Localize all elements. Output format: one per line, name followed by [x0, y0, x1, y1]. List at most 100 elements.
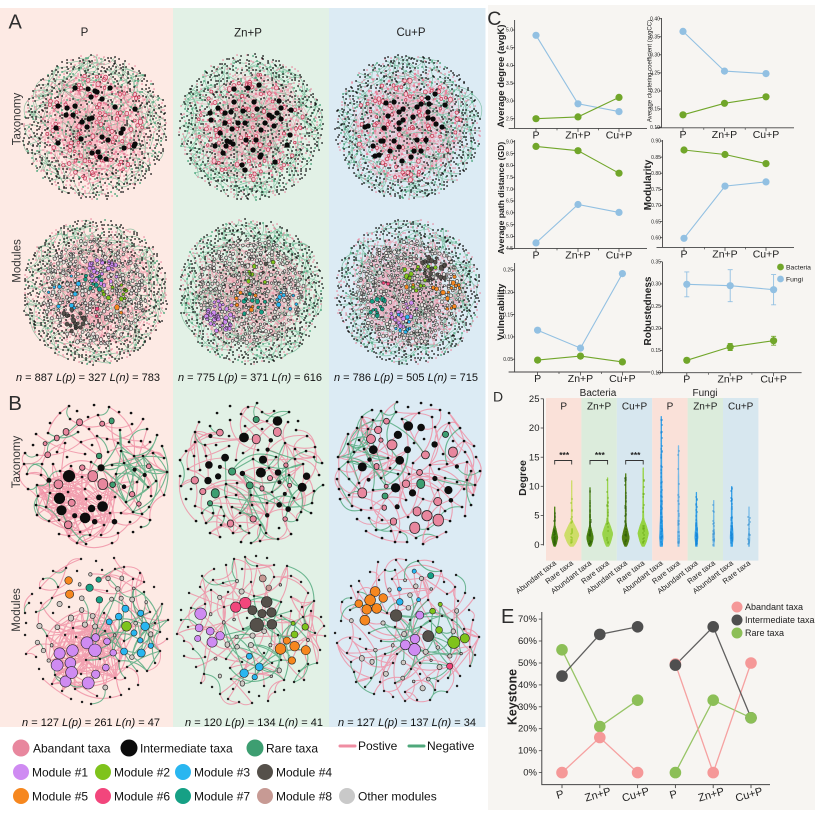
svg-text:P: P: [532, 249, 539, 261]
svg-text:Average path distance (GD): Average path distance (GD): [496, 142, 506, 255]
svg-text:Abandant taxa: Abandant taxa: [33, 742, 111, 756]
svg-text:0.10: 0.10: [651, 370, 661, 376]
svg-text:25: 25: [529, 394, 540, 405]
svg-text:70%: 70%: [518, 614, 538, 625]
svg-text:0.10: 0.10: [650, 125, 660, 131]
svg-text:0: 0: [534, 540, 539, 551]
svg-text:Bacteria: Bacteria: [786, 265, 811, 272]
svg-text:Cu+P: Cu+P: [728, 402, 754, 413]
svg-text:P: P: [555, 788, 565, 802]
svg-text:Fungi: Fungi: [786, 277, 803, 284]
svg-text:2.5: 2.5: [506, 116, 513, 122]
svg-text:7.5: 7.5: [506, 175, 513, 181]
svg-text:7.0: 7.0: [506, 187, 513, 193]
svg-text:Module #4: Module #4: [276, 766, 332, 780]
svg-text:0.25: 0.25: [650, 71, 660, 77]
svg-text:9.0: 9.0: [506, 139, 513, 145]
svg-text:5.5: 5.5: [506, 222, 513, 228]
svg-text:Abandant taxa: Abandant taxa: [745, 602, 803, 612]
svg-text:A: A: [9, 12, 23, 34]
svg-text:0.10: 0.10: [503, 335, 513, 341]
svg-text:3.0: 3.0: [506, 99, 513, 105]
svg-text:Fungi: Fungi: [692, 388, 717, 399]
svg-text:0.20: 0.20: [650, 89, 660, 95]
svg-text:4.5: 4.5: [506, 45, 513, 51]
svg-text:0.20: 0.20: [651, 326, 661, 332]
svg-text:n = 127 L(p) = 261 L(n) = 47: n = 127 L(p) = 261 L(n) = 47: [22, 717, 160, 729]
svg-text:6.0: 6.0: [506, 211, 513, 217]
svg-text:Zn+P: Zn+P: [234, 28, 262, 40]
svg-text:Module #3: Module #3: [194, 766, 250, 780]
svg-text:P: P: [534, 373, 541, 385]
svg-text:Rare taxa: Rare taxa: [745, 628, 784, 638]
svg-text:n = 775 L(p) = 371 L(n) = 616: n = 775 L(p) = 371 L(n) = 616: [178, 372, 322, 384]
svg-text:Zn+P: Zn+P: [718, 374, 743, 386]
svg-text:Negative: Negative: [427, 739, 475, 753]
svg-text:Modules: Modules: [11, 588, 23, 632]
svg-text:Cu+P: Cu+P: [606, 249, 633, 261]
svg-text:0.75: 0.75: [651, 187, 661, 193]
svg-text:50%: 50%: [518, 658, 538, 669]
svg-text:0.15: 0.15: [503, 312, 513, 318]
svg-text:P: P: [668, 788, 678, 802]
svg-text:5.0: 5.0: [506, 234, 513, 240]
svg-text:0.80: 0.80: [651, 171, 661, 177]
svg-text:Zn+P: Zn+P: [568, 373, 593, 385]
svg-text:Bacteria: Bacteria: [580, 388, 617, 399]
svg-text:Intermediate taxa: Intermediate taxa: [140, 742, 233, 756]
svg-text:0.25: 0.25: [503, 268, 513, 274]
svg-text:5.0: 5.0: [506, 28, 513, 34]
svg-text:n = 127 L(p) = 137 L(n) = 34: n = 127 L(p) = 137 L(n) = 34: [338, 717, 476, 729]
svg-text:P: P: [532, 129, 539, 141]
svg-text:Module #7: Module #7: [194, 790, 250, 804]
svg-text:P: P: [560, 402, 567, 413]
svg-text:10: 10: [529, 482, 540, 493]
svg-text:Cu+P: Cu+P: [396, 27, 425, 39]
svg-text:0%: 0%: [523, 768, 537, 779]
svg-text:Postive: Postive: [358, 739, 398, 753]
svg-text:0.30: 0.30: [650, 53, 660, 59]
svg-text:15: 15: [529, 452, 540, 463]
svg-text:E: E: [501, 606, 514, 628]
svg-text:Cu+P: Cu+P: [753, 129, 780, 141]
svg-text:6.5: 6.5: [506, 199, 513, 205]
svg-text:0.15: 0.15: [650, 107, 660, 113]
svg-text:***: ***: [631, 450, 642, 460]
svg-text:0.35: 0.35: [651, 259, 661, 265]
svg-text:P: P: [679, 129, 686, 141]
svg-text:20: 20: [529, 423, 540, 434]
svg-text:4.5: 4.5: [506, 246, 513, 252]
svg-text:Zn+P: Zn+P: [693, 402, 718, 413]
svg-text:Module #2: Module #2: [114, 766, 170, 780]
svg-text:Modularity: Modularity: [643, 159, 654, 210]
svg-text:0.35: 0.35: [650, 35, 660, 41]
svg-text:Cu+P: Cu+P: [606, 129, 633, 141]
svg-text:Zn+P: Zn+P: [565, 249, 590, 261]
svg-text:40%: 40%: [518, 680, 538, 691]
svg-text:10%: 10%: [518, 746, 538, 757]
svg-text:8.5: 8.5: [506, 151, 513, 157]
svg-text:Modules: Modules: [12, 239, 24, 283]
svg-text:D: D: [493, 389, 503, 405]
svg-text:Rare taxa: Rare taxa: [266, 742, 318, 756]
svg-text:P: P: [81, 27, 89, 39]
svg-text:n = 120 L(p) = 134 L(n) = 41: n = 120 L(p) = 134 L(n) = 41: [185, 717, 323, 729]
svg-text:0.90: 0.90: [651, 139, 661, 145]
svg-text:0.70: 0.70: [651, 203, 661, 209]
svg-text:0.30: 0.30: [651, 282, 661, 288]
svg-text:0.40: 0.40: [650, 16, 660, 22]
svg-text:Taxonomy: Taxonomy: [11, 436, 23, 489]
svg-text:B: B: [8, 392, 22, 415]
svg-text:Module #5: Module #5: [32, 790, 88, 804]
svg-text:5: 5: [534, 511, 539, 522]
svg-text:Vulnerability: Vulnerability: [496, 283, 507, 340]
svg-text:Robustedness: Robustedness: [643, 276, 654, 345]
svg-text:P: P: [667, 402, 674, 413]
svg-text:8.0: 8.0: [506, 163, 513, 169]
svg-text:0.60: 0.60: [651, 235, 661, 241]
svg-text:Cu+P: Cu+P: [760, 374, 787, 386]
svg-text:n = 786 L(p) = 505 L(n) = 715: n = 786 L(p) = 505 L(n) = 715: [334, 372, 478, 384]
svg-text:Taxonomy: Taxonomy: [12, 93, 24, 146]
svg-text:0.25: 0.25: [651, 304, 661, 310]
svg-text:Zn+P: Zn+P: [712, 129, 737, 141]
